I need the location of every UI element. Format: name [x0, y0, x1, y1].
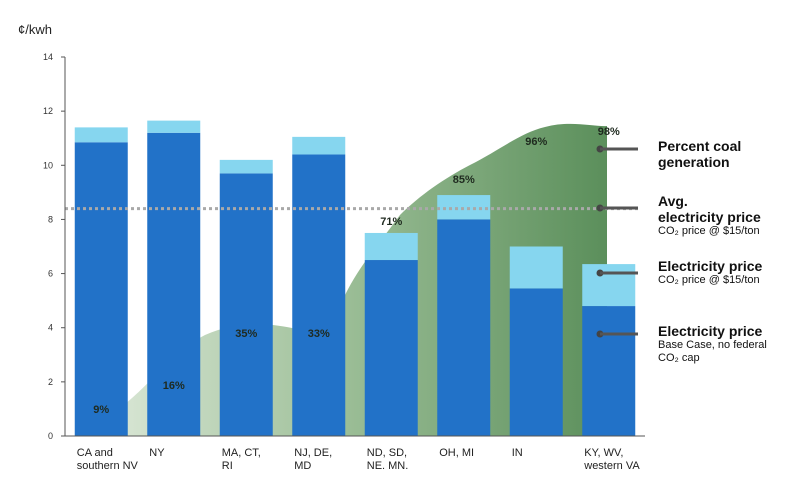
- x-category-label-line: IN: [512, 447, 523, 459]
- x-category-label-line: NJ, DE,: [294, 447, 332, 459]
- legend-item-co2-price: Electricity price CO₂ price @ $15/ton: [658, 258, 762, 287]
- x-category-label-line: MD: [294, 460, 311, 472]
- x-category-label-line: OH, MI: [439, 447, 474, 459]
- bar-base-price: [74, 142, 128, 436]
- x-category-label: CA and southern NV: [77, 447, 139, 472]
- x-category-label-line: ND, SD,: [367, 447, 407, 459]
- coal-share-label: 96%: [525, 136, 547, 148]
- legend-connectors-group: [596, 145, 638, 338]
- x-category-label: NY: [149, 447, 165, 459]
- bar-co2-increment: [147, 120, 201, 133]
- coal-share-label: 9%: [93, 404, 109, 416]
- coal-share-label: 33%: [308, 328, 330, 340]
- bar-co2-increment: [582, 264, 636, 307]
- legend-title-base-price: Electricity price: [658, 323, 763, 339]
- bar-base-price: [147, 132, 201, 437]
- x-category-label-line: RI: [222, 460, 233, 472]
- coal-share-label: 71%: [380, 216, 402, 228]
- bar-base-price: [219, 173, 273, 436]
- bar-base-price: [437, 219, 491, 436]
- y-tick-label: 10: [43, 160, 53, 170]
- legend-title-avg-price: Avg. electricity price: [658, 193, 761, 225]
- y-tick-label: 6: [48, 269, 53, 279]
- x-category-label-line: southern NV: [77, 460, 139, 472]
- legend-title-co2-price: Electricity price: [658, 258, 763, 274]
- x-category-label: KY, WV, western VA: [583, 447, 640, 472]
- x-category-label-line: NY: [149, 447, 165, 459]
- legend-sub-avg-price: CO₂ price @ $15/ton: [658, 225, 760, 237]
- x-category-label: IN: [512, 447, 523, 459]
- y-tick-label: 8: [48, 214, 53, 224]
- bar-base-price: [364, 260, 418, 436]
- bar-co2-increment: [219, 159, 273, 174]
- coal-share-label: 35%: [235, 328, 257, 340]
- x-category-label-line: MA, CT,: [222, 447, 261, 459]
- coal-share-label: 85%: [453, 174, 475, 186]
- coal-share-label: 98%: [598, 126, 620, 138]
- y-tick-label: 2: [48, 377, 53, 387]
- y-tick-label: 12: [43, 106, 53, 116]
- x-category-label-line: CA and: [77, 447, 113, 459]
- bar-base-price: [292, 154, 346, 436]
- x-category-label: MA, CT, RI: [222, 447, 261, 472]
- x-category-label: ND, SD, NE. MN.: [367, 447, 409, 472]
- x-category-label-line: KY, WV,: [584, 447, 623, 459]
- legend-item-coal-share: Percent coal generation: [658, 138, 741, 170]
- x-category-label: NJ, DE, MD: [294, 447, 332, 472]
- axes-group: 0 2 4 6 8 10 12 14 CA and southern NV NY MA, CT, RI N…: [43, 52, 645, 472]
- legend-title-coal-share: Percent coal generation: [658, 138, 742, 170]
- legend-sub-base-price: Base Case, no federal CO₂ cap: [658, 339, 767, 364]
- bars-group: [74, 120, 636, 437]
- coal-share-labels-group: 9% 16% 35% 33% 71% 85% 96% 98%: [93, 126, 620, 416]
- y-tick-label: 4: [48, 323, 53, 333]
- y-axis-unit-label: ¢/kwh: [18, 22, 52, 37]
- bar-co2-increment: [292, 136, 346, 155]
- legend-item-base-price: Electricity price Base Case, no federal …: [658, 323, 767, 365]
- bar-base-price: [582, 306, 636, 436]
- y-tick-label: 14: [43, 52, 53, 62]
- legend-item-avg-price: Avg. electricity price CO₂ price @ $15/t…: [658, 193, 761, 238]
- bar-base-price: [509, 288, 563, 436]
- x-category-label-line: NE. MN.: [367, 460, 409, 472]
- x-category-label-line: western VA: [583, 460, 640, 472]
- x-category-label: OH, MI: [439, 447, 474, 459]
- bar-co2-increment: [509, 246, 563, 289]
- bar-co2-increment: [364, 232, 418, 261]
- y-tick-label: 0: [48, 431, 53, 441]
- legend-sub-co2-price: CO₂ price @ $15/ton: [658, 274, 760, 286]
- bar-co2-increment: [74, 127, 128, 143]
- coal-share-label: 16%: [163, 380, 185, 392]
